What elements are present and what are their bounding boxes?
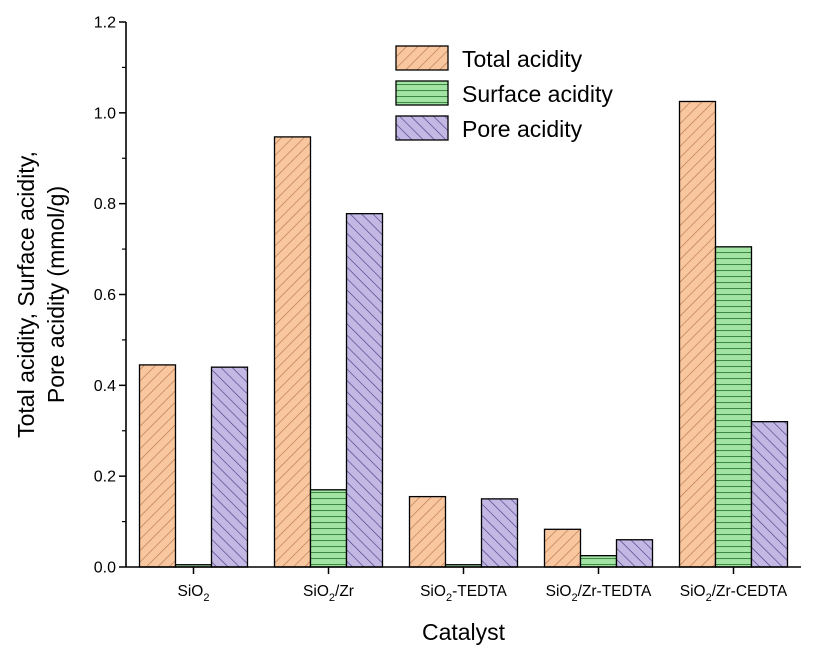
legend: Total acidity Surface acidity Pore acidity — [395, 45, 613, 142]
bar-surface-acidity-1 — [309, 489, 348, 568]
legend-label-total-acidity: Total acidity — [462, 46, 583, 72]
y-axis-title-line: Pore acidity (mmol/g) — [43, 186, 69, 403]
bar-total-acidity-4 — [678, 100, 717, 568]
legend-label-surface-acidity: Surface acidity — [462, 81, 613, 107]
x-tick-label: SiO2 — [178, 583, 210, 604]
y-axis-title: Total acidity, Surface acidity, Pore acid… — [13, 151, 69, 438]
y-tick-label: 0.8 — [94, 196, 116, 213]
bar-total-acidity-1 — [273, 136, 312, 568]
bars — [138, 100, 789, 568]
y-tick-label: 0.0 — [94, 560, 116, 577]
bar-surface-acidity-4 — [714, 246, 753, 568]
legend-swatch-pore-acidity — [395, 115, 449, 141]
bar-pore-acidity-4 — [750, 421, 789, 568]
legend-swatch-surface-acidity — [395, 80, 449, 106]
y-tick-label: 0.6 — [94, 287, 116, 304]
bar-total-acidity-3 — [543, 528, 582, 568]
bar-pore-acidity-2 — [480, 498, 519, 568]
bar-total-acidity-2 — [408, 495, 447, 568]
bar-pore-acidity-1 — [345, 213, 384, 568]
legend-label-pore-acidity: Pore acidity — [462, 116, 583, 142]
bar-surface-acidity-3 — [579, 554, 618, 568]
y-tick-label: 0.4 — [94, 378, 116, 395]
y-tick-label: 1.2 — [94, 15, 116, 32]
x-tick-label: SiO2/Zr — [303, 583, 354, 604]
bar-pore-acidity-3 — [615, 539, 654, 568]
x-tick-label: SiO2/Zr-TEDTA — [546, 583, 652, 604]
x-axis-title: Catalyst — [422, 619, 506, 645]
y-axis-title-line: Total acidity, Surface acidity, — [13, 151, 39, 438]
x-tick-label: SiO2/Zr-CEDTA — [680, 583, 788, 604]
y-tick-label: 1.0 — [94, 105, 116, 122]
axes: SiO2 SiO2/Zr SiO2-TEDTA SiO2/Zr-TEDTA SiO2/Z… — [94, 15, 801, 604]
y-tick-label: 0.2 — [94, 469, 116, 486]
bar-pore-acidity-0 — [210, 366, 249, 568]
bar-total-acidity-0 — [138, 364, 177, 568]
x-tick-label: SiO2-TEDTA — [420, 583, 507, 604]
legend-swatch-total-acidity — [395, 45, 449, 71]
